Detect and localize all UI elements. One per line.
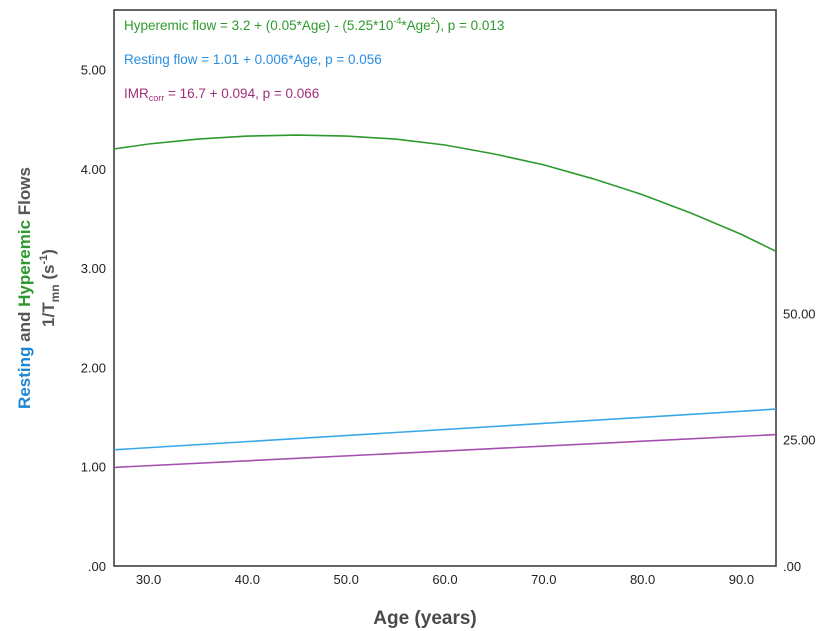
y-label-flows: Flows [15, 167, 34, 215]
y2-tick-label: .00 [783, 559, 801, 574]
y2-tick-label: 50.00 [783, 306, 816, 321]
x-tick-label: 40.0 [235, 572, 260, 587]
x-axis-ticks: 30.0 40.0 50.0 60.0 70.0 80.0 90.0 [136, 572, 754, 587]
y-tick-label: 3.00 [81, 261, 106, 276]
y-tick-label: 5.00 [81, 63, 106, 78]
y-label-unit-open: (s [39, 265, 58, 280]
y-label-and: and [15, 312, 34, 342]
y-tick-label: 2.00 [81, 360, 106, 375]
x-tick-label: 80.0 [630, 572, 655, 587]
x-tick-label: 90.0 [729, 572, 754, 587]
series-line-hyperemic-flow [113, 134, 777, 253]
equation-annotation: IMRcorr = 16.7 + 0.094, p = 0.066 [124, 86, 319, 103]
x-axis-label: Age (years) [373, 608, 477, 629]
y-label-resting: Resting [15, 347, 34, 409]
series-lines [113, 134, 777, 469]
y-axis-label: Resting and Hyperemic Flows 1/Tmn (s-1) [15, 167, 62, 409]
y-tick-label: .00 [88, 559, 106, 574]
y-label-hyperemic: Hyperemic [15, 220, 34, 307]
y2-tick-label: 25.00 [783, 433, 816, 448]
y-label-unit-close: ) [39, 249, 58, 255]
y-label-unit-sup: -1 [38, 255, 50, 265]
series-line-resting-flow [113, 408, 777, 451]
svg-text:1/Tmn (s-1): 1/Tmn (s-1) [38, 249, 62, 327]
series-line-imrcorr [113, 433, 777, 469]
y-label-main: 1/T [39, 302, 58, 327]
equation-annotations: Hyperemic flow = 3.2 + (0.05*Age) - (5.2… [124, 16, 504, 103]
svg-text:Resting and: Resting and Hyperemic Flows [15, 167, 34, 409]
y-tick-label: 1.00 [81, 460, 106, 475]
x-tick-label: 70.0 [531, 572, 556, 587]
equation-annotation: Resting flow = 1.01 + 0.006*Age, p = 0.0… [124, 52, 382, 67]
equation-annotation: Hyperemic flow = 3.2 + (0.05*Age) - (5.2… [124, 16, 504, 33]
y-tick-label: 4.00 [81, 162, 106, 177]
y2-axis-ticks: .00 25.00 50.00 [783, 306, 816, 574]
y-label-sub: mn [48, 284, 62, 302]
y-axis-ticks: .00 1.00 2.00 3.00 4.00 5.00 [81, 63, 106, 574]
x-tick-label: 30.0 [136, 572, 161, 587]
x-tick-label: 50.0 [334, 572, 359, 587]
plot-frame [113, 9, 777, 567]
x-tick-label: 60.0 [432, 572, 457, 587]
